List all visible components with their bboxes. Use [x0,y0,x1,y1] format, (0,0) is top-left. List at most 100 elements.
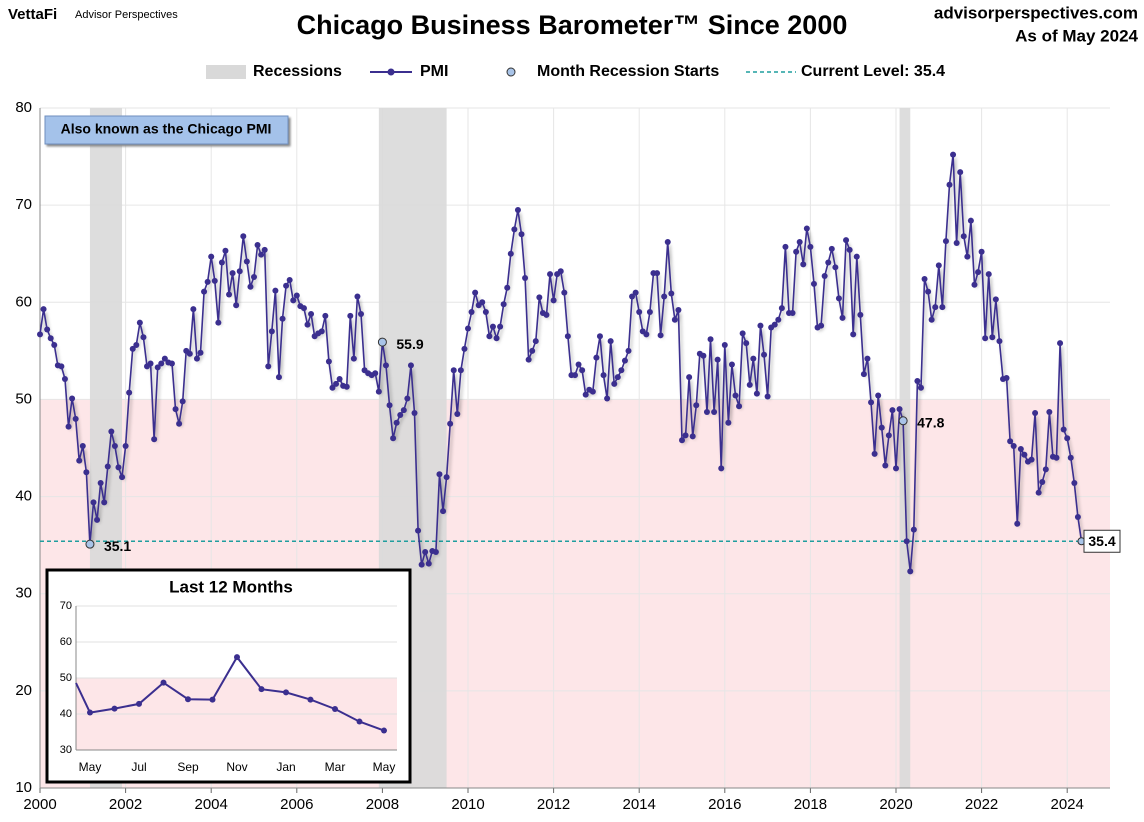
pmi-point [557,268,564,275]
pmi-point [978,248,985,255]
pmi-point [967,217,974,224]
recession-start-label: 55.9 [396,336,423,352]
pmi-point [158,360,165,367]
pmi-point [393,419,400,426]
pmi-point [810,280,817,287]
inset-x-tick-label: Sep [177,760,199,774]
pmi-point [504,284,511,291]
pmi-point [497,323,504,330]
pmi-point [989,334,996,341]
pmi-point [229,270,236,277]
pmi-point [333,380,340,387]
recession-start-label: 47.8 [917,415,944,431]
pmi-point [661,293,668,300]
pmi-point [218,259,225,266]
pmi-point [893,465,899,472]
pmi-point [1057,340,1064,347]
pmi-point [468,309,475,315]
pmi-point [686,374,693,381]
pmi-point [443,474,450,481]
pmi-point [693,402,700,409]
pmi-point [889,407,896,414]
pmi-point [472,289,479,296]
pmi-point [572,372,578,379]
pmi-point [201,288,208,295]
pmi-point [589,388,596,395]
pmi-point [579,367,586,374]
pmi-point [564,333,571,340]
pmi-point [575,361,582,368]
pmi-point [732,392,739,399]
pmi-point [222,247,229,254]
pmi-point [1071,479,1078,486]
x-tick-label: 2024 [1051,796,1084,813]
pmi-point [386,402,393,409]
pmi-point [853,253,860,260]
pmi-point [939,304,946,311]
pmi-point [522,275,529,281]
pmi-point [329,384,336,391]
inset-point [87,709,93,716]
pmi-point [404,395,411,402]
pmi-point [761,351,768,358]
pmi-point [561,289,568,296]
inset-x-tick-label: Jan [276,760,295,774]
pmi-point [440,508,447,515]
pmi-point [518,231,525,238]
inset-x-tick-label: Jul [131,760,146,774]
pmi-point [800,261,807,268]
pmi-point [925,288,932,295]
pmi-point [764,393,771,400]
pmi-point [215,319,222,326]
pmi-point [718,465,725,472]
pmi-point [714,356,721,363]
pmi-point [1035,489,1042,496]
pmi-point [550,297,557,304]
pmi-point [507,250,514,257]
legend-label: Recessions [253,63,342,80]
pmi-point [671,316,678,323]
pmi-point [197,349,204,356]
pmi-point [789,309,796,316]
y-tick-label: 80 [15,99,32,116]
pmi-point [971,281,978,288]
pmi-point [65,423,72,430]
pmi-point [885,432,892,439]
pmi-point [347,312,354,319]
pmi-point [265,363,272,370]
pmi-point [825,259,832,266]
chart-title: Chicago Business Barometer™ Since 2000 [297,10,848,40]
pmi-point [532,338,539,345]
pmi-point [942,238,949,245]
pmi-point [914,377,921,384]
pmi-point [489,323,496,330]
pmi-point [208,253,215,260]
pmi-point [104,463,111,470]
pmi-point [721,342,728,349]
pmi-point [37,331,43,338]
pmi-point [400,407,407,414]
inset-point [307,696,314,703]
pmi-point [1039,479,1046,485]
pmi-point [921,275,928,282]
pmi-point [960,233,967,240]
pmi-point [600,372,607,379]
inset-line [75,655,385,732]
pmi-point [711,409,718,416]
pmi-point [750,355,757,362]
recession-start-marker [377,337,387,347]
pmi-point [358,310,364,317]
y-tick-label: 60 [15,293,32,310]
pmi-point [461,345,468,352]
x-tick-label: 2010 [451,796,484,813]
inset-point [111,705,118,712]
pmi-point [860,371,867,378]
inset-chart: Last 12 Months 30 40 50 60 70 May Jul Sep Nov Jan M… [45,568,412,784]
pmi-point [964,253,971,260]
pmi-point [1067,454,1074,461]
pmi-point [286,276,293,283]
legend: Recessions PMI Month Recession Starts Curre… [206,63,945,80]
pmi-point [233,302,240,309]
pmi-point [486,333,493,340]
recession-start-marker [85,539,95,549]
